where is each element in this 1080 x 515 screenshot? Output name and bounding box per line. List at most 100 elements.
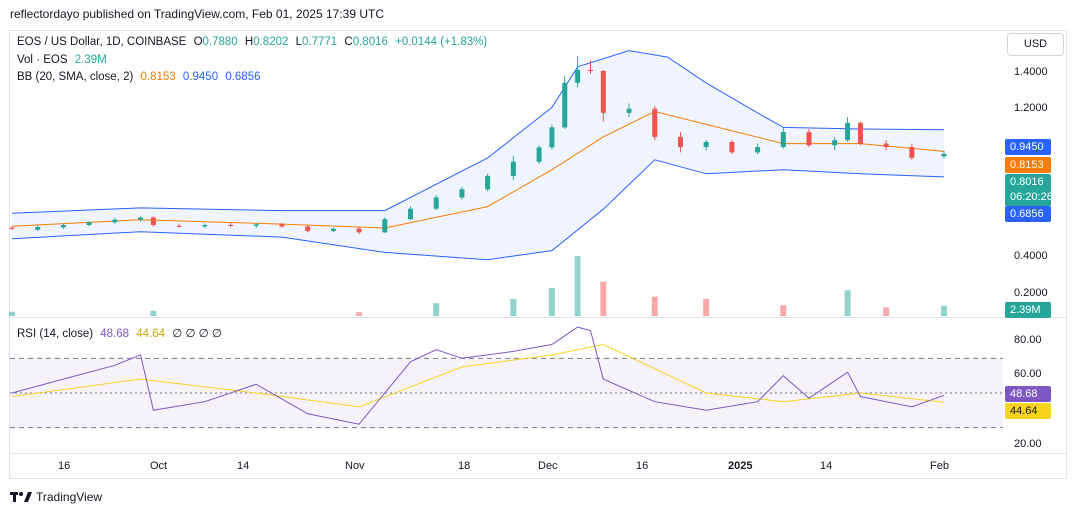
rsi-ma-value: 44.64 bbox=[136, 328, 166, 340]
last-price-tag: 0.8016 06:20:26 bbox=[1005, 174, 1053, 206]
candle-body bbox=[176, 225, 182, 227]
candle-body bbox=[459, 189, 465, 198]
time-tick: Nov bbox=[345, 460, 365, 472]
rsi-tag: 48.68 bbox=[1005, 386, 1051, 402]
open-label: O bbox=[193, 36, 203, 48]
candle-body bbox=[806, 132, 812, 146]
bb-lower-value: 0.6856 bbox=[225, 71, 261, 83]
candle-body bbox=[677, 136, 683, 148]
last-price-value: 0.8016 bbox=[1010, 176, 1044, 188]
volume-legend: Vol · EOS 2.39M bbox=[17, 54, 111, 66]
candle-body bbox=[35, 227, 41, 230]
time-tick: Oct bbox=[150, 460, 168, 472]
pane-separator[interactable] bbox=[10, 317, 1067, 318]
low-value: 0.7771 bbox=[302, 36, 338, 48]
volume-bar bbox=[651, 296, 658, 316]
candle-body bbox=[253, 224, 259, 226]
volume-bar bbox=[574, 256, 581, 316]
time-tick: 18 bbox=[458, 460, 471, 472]
rsi-tick: 80.00 bbox=[1014, 334, 1042, 346]
bb-upper-line bbox=[11, 50, 945, 214]
change-value: +0.0144 (+1.83%) bbox=[395, 36, 488, 48]
price-tick: 1.4000 bbox=[1014, 66, 1048, 78]
candle-body bbox=[485, 175, 491, 190]
rsi-value: 48.68 bbox=[100, 328, 130, 340]
candle-body bbox=[356, 228, 362, 233]
rsi-ma-tag: 44.64 bbox=[1005, 403, 1051, 419]
tradingview-brand: TradingView bbox=[36, 490, 103, 504]
volume-bar bbox=[9, 311, 15, 316]
bar-countdown: 06:20:26 bbox=[1010, 191, 1053, 203]
tradingview-footer[interactable]: TradingView bbox=[10, 490, 102, 504]
price-tick: 1.2000 bbox=[1014, 102, 1048, 114]
time-tick: 16 bbox=[58, 460, 71, 472]
volume-bar bbox=[356, 312, 363, 316]
symbol-legend: EOS / US Dollar, 1D, COINBASE O0.7880 H0… bbox=[17, 36, 491, 48]
high-label: H bbox=[244, 36, 254, 48]
bb-label: BB (20, SMA, close, 2) bbox=[17, 71, 134, 83]
publisher-line: reflectordayo published on TradingView.c… bbox=[10, 7, 385, 21]
candle-body bbox=[587, 69, 593, 71]
bb-basis-tag: 0.8153 bbox=[1005, 157, 1051, 173]
candle-body bbox=[112, 219, 118, 223]
rsi-blank-values: ∅ ∅ ∅ ∅ bbox=[172, 328, 222, 340]
volume-bar bbox=[548, 288, 555, 316]
volume-bar bbox=[433, 303, 440, 316]
candle-body bbox=[729, 141, 735, 153]
bb-legend: BB (20, SMA, close, 2) 0.8153 0.9450 0.6… bbox=[17, 71, 265, 83]
candle-body bbox=[562, 82, 568, 128]
rsi-tick: 20.00 bbox=[1014, 438, 1042, 450]
symbol-name: EOS / US Dollar, 1D, COINBASE bbox=[17, 36, 187, 48]
time-tick: Dec bbox=[538, 460, 558, 472]
volume-tag: 2.39M bbox=[1005, 302, 1051, 318]
candle-body bbox=[138, 217, 144, 220]
time-tick: 14 bbox=[820, 460, 833, 472]
volume-bar bbox=[150, 310, 157, 316]
price-tick: 0.4000 bbox=[1014, 250, 1048, 262]
candle-body bbox=[780, 132, 786, 148]
time-axis-separator bbox=[10, 453, 1067, 454]
bb-upper-value: 0.9450 bbox=[182, 71, 219, 83]
volume-bar bbox=[883, 307, 890, 316]
bollinger-bands bbox=[11, 50, 945, 261]
bb-basis-value: 0.8153 bbox=[140, 71, 176, 83]
volume-label: Vol · EOS bbox=[17, 54, 68, 66]
candle-body bbox=[279, 224, 285, 227]
time-tick: Feb bbox=[930, 460, 949, 472]
price-tick: 0.2000 bbox=[1014, 287, 1048, 299]
bb-basis-line bbox=[11, 110, 945, 229]
candle-body bbox=[832, 140, 838, 146]
open-value: 0.7880 bbox=[202, 36, 238, 48]
low-label: L bbox=[295, 36, 303, 48]
bb-fill bbox=[12, 50, 944, 260]
candle-body bbox=[150, 217, 156, 225]
candle-body bbox=[330, 228, 336, 232]
candle-body bbox=[883, 143, 889, 148]
time-tick: 2025 bbox=[728, 460, 753, 472]
bb-lower-line bbox=[11, 159, 945, 261]
candle-body bbox=[755, 147, 761, 153]
volume-bar bbox=[703, 298, 710, 316]
candles bbox=[9, 56, 947, 234]
high-value: 0.8202 bbox=[253, 36, 289, 48]
rsi-legend: RSI (14, close) 48.68 44.64 ∅ ∅ ∅ ∅ bbox=[17, 326, 226, 340]
candle-body bbox=[382, 219, 388, 233]
currency-button[interactable]: USD bbox=[1007, 33, 1064, 56]
rsi-tick: 60.00 bbox=[1014, 368, 1042, 380]
tradingview-logo-icon bbox=[10, 492, 32, 502]
candle-body bbox=[86, 222, 92, 225]
rsi-panel bbox=[10, 326, 1003, 429]
candle-body bbox=[536, 147, 542, 162]
candle-body bbox=[703, 141, 709, 148]
bb-upper-tag: 0.9450 bbox=[1005, 139, 1051, 155]
candle-body bbox=[626, 108, 632, 113]
volume-bar bbox=[844, 290, 851, 316]
chart-frame bbox=[9, 30, 1067, 479]
volume-bar bbox=[780, 305, 787, 316]
volume-bar bbox=[510, 298, 517, 316]
candle-body bbox=[202, 224, 208, 227]
time-tick: 16 bbox=[636, 460, 649, 472]
candle-body bbox=[408, 208, 414, 220]
volume-bar bbox=[600, 281, 607, 316]
